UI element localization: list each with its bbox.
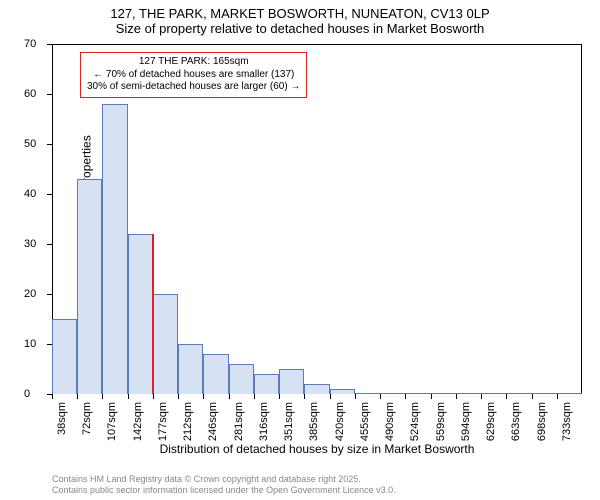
chart-title: 127, THE PARK, MARKET BOSWORTH, NUNEATON… bbox=[0, 0, 600, 36]
x-tick-mark bbox=[456, 394, 457, 399]
x-tick-mark bbox=[532, 394, 533, 399]
x-tick-mark bbox=[506, 394, 507, 399]
x-axis-label: Distribution of detached houses by size … bbox=[160, 442, 475, 456]
x-tick-label: 490sqm bbox=[384, 402, 396, 441]
x-tick-label: 351sqm bbox=[283, 402, 295, 441]
y-tick-label: 50 bbox=[24, 138, 576, 150]
y-tick-mark bbox=[47, 344, 52, 345]
y-tick-label: 30 bbox=[24, 238, 576, 250]
x-tick-mark bbox=[330, 394, 331, 399]
y-tick-label: 60 bbox=[24, 88, 576, 100]
x-tick-label: 420sqm bbox=[334, 402, 346, 441]
x-axis: Distribution of detached houses by size … bbox=[52, 394, 582, 454]
x-tick-mark bbox=[481, 394, 482, 399]
x-tick-mark bbox=[557, 394, 558, 399]
x-tick-mark bbox=[279, 394, 280, 399]
x-tick-label: 385sqm bbox=[308, 402, 320, 441]
y-tick-label: 10 bbox=[24, 338, 576, 350]
footer-line2: Contains public sector information licen… bbox=[52, 485, 396, 496]
x-tick-label: 246sqm bbox=[207, 402, 219, 441]
x-tick-mark bbox=[102, 394, 103, 399]
x-tick-mark bbox=[380, 394, 381, 399]
x-tick-label: 524sqm bbox=[409, 402, 421, 441]
y-tick-label: 70 bbox=[24, 38, 576, 50]
x-tick-label: 142sqm bbox=[132, 402, 144, 441]
x-tick-label: 38sqm bbox=[56, 402, 68, 435]
y-tick-mark bbox=[47, 44, 52, 45]
x-tick-label: 594sqm bbox=[460, 402, 472, 441]
x-tick-label: 733sqm bbox=[561, 402, 573, 441]
bar bbox=[128, 234, 153, 394]
y-tick-label: 20 bbox=[24, 288, 576, 300]
x-tick-mark bbox=[355, 394, 356, 399]
x-tick-mark bbox=[77, 394, 78, 399]
x-tick-label: 629sqm bbox=[485, 402, 497, 441]
x-tick-label: 663sqm bbox=[510, 402, 522, 441]
x-tick-label: 212sqm bbox=[182, 402, 194, 441]
x-tick-label: 698sqm bbox=[536, 402, 548, 441]
plot-area: 127 THE PARK: 165sqm ← 70% of detached h… bbox=[52, 44, 582, 394]
bar bbox=[52, 319, 77, 394]
x-tick-label: 316sqm bbox=[258, 402, 270, 441]
x-tick-label: 72sqm bbox=[81, 402, 93, 435]
x-tick-label: 107sqm bbox=[106, 402, 118, 441]
bar bbox=[178, 344, 203, 394]
x-tick-mark bbox=[128, 394, 129, 399]
x-tick-label: 559sqm bbox=[435, 402, 447, 441]
x-tick-mark bbox=[52, 394, 53, 399]
x-tick-mark bbox=[254, 394, 255, 399]
x-tick-mark bbox=[203, 394, 204, 399]
footer-line1: Contains HM Land Registry data © Crown c… bbox=[52, 474, 396, 485]
x-tick-mark bbox=[431, 394, 432, 399]
y-tick-mark bbox=[47, 194, 52, 195]
title-address: 127, THE PARK, MARKET BOSWORTH, NUNEATON… bbox=[0, 6, 600, 21]
x-tick-label: 177sqm bbox=[157, 402, 169, 441]
bar bbox=[77, 179, 102, 394]
title-subtitle: Size of property relative to detached ho… bbox=[0, 21, 600, 36]
x-tick-mark bbox=[178, 394, 179, 399]
x-tick-label: 281sqm bbox=[233, 402, 245, 441]
x-tick-mark bbox=[405, 394, 406, 399]
callout-line1: 127 THE PARK: 165sqm bbox=[87, 56, 300, 69]
callout-line2: ← 70% of detached houses are smaller (13… bbox=[87, 69, 300, 82]
highlight-marker bbox=[152, 234, 154, 394]
y-tick-mark bbox=[47, 94, 52, 95]
y-tick-label: 40 bbox=[24, 188, 576, 200]
x-tick-mark bbox=[229, 394, 230, 399]
x-tick-mark bbox=[153, 394, 154, 399]
y-tick-mark bbox=[47, 244, 52, 245]
chart-container: 127, THE PARK, MARKET BOSWORTH, NUNEATON… bbox=[0, 0, 600, 500]
x-tick-mark bbox=[304, 394, 305, 399]
x-tick-label: 455sqm bbox=[359, 402, 371, 441]
y-tick-mark bbox=[47, 144, 52, 145]
y-tick-mark bbox=[47, 294, 52, 295]
footer-attribution: Contains HM Land Registry data © Crown c… bbox=[52, 474, 396, 496]
